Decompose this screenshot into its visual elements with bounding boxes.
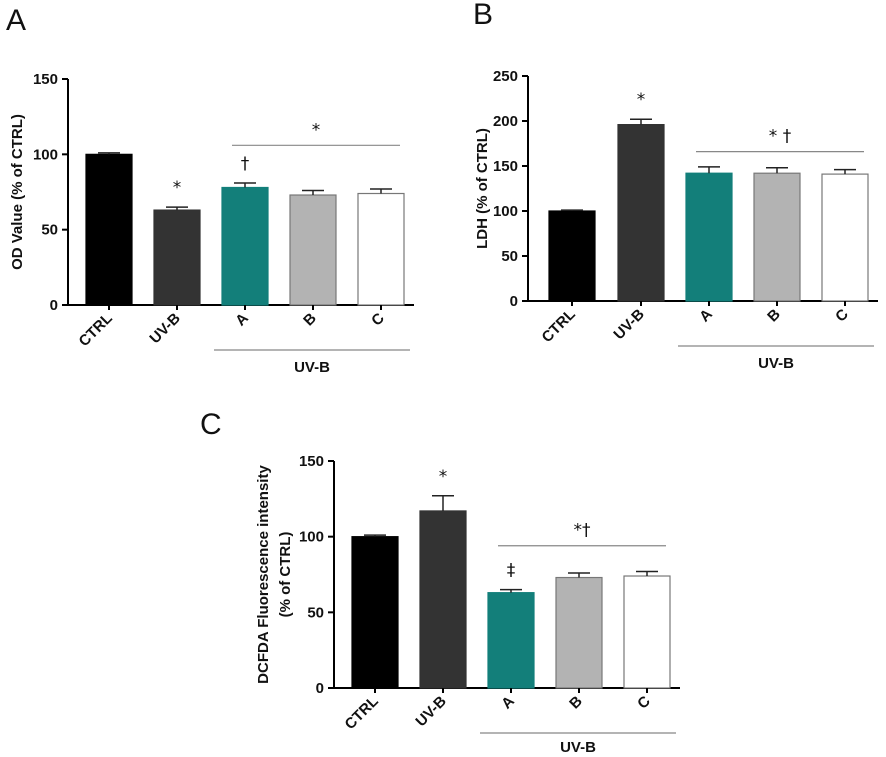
y-tick-label: 0 [50,297,58,314]
x-tick-label: CTRL [76,310,116,350]
x-tick-label: UV-B [610,306,647,343]
group-label: UV-B [758,355,794,372]
x-tick-label: B [300,310,320,330]
bar-b [555,576,603,689]
bar-uv-b [617,123,665,302]
bracket-label: * [312,120,321,140]
x-tick-label: UV-B [146,310,183,347]
y-axis-label: LDH (% of CTRL) [474,128,491,249]
bar-a [221,186,269,306]
y-tick-label: 0 [316,680,324,697]
bar-c [821,173,869,302]
bracket-label: *† [574,521,592,541]
panel-C: C 0 50 100 150 DCFDA Fluorescence intensity (%… [200,408,680,756]
bar-ctrl [85,153,133,306]
x-tick-label: B [764,306,784,326]
x-tick-label: UV-B [412,693,449,730]
x-tick-label: B [566,693,586,713]
y-tick-label: 100 [33,146,58,163]
panel-B: B 0 50 100 150 200 250 LDH (% of CTRL) CTRL * UV-B… [473,0,878,372]
x-tick-label: A [232,310,252,330]
y-tick-label: 100 [299,529,324,546]
bar-a [685,172,733,302]
panel-letter: C [200,408,222,441]
significance-marker: * [173,178,182,198]
y-tick-label: 200 [493,113,518,130]
y-tick-label: 50 [307,604,324,621]
y-tick-label: 150 [33,71,58,88]
bar-b [753,172,801,302]
bar-ctrl [351,536,399,689]
x-tick-label: CTRL [342,693,382,733]
significance-marker: † [241,154,250,174]
significance-marker: ‡ [507,561,516,581]
panel-letter: A [6,4,26,37]
x-tick-label: C [368,310,388,330]
bar-ctrl [548,210,596,302]
group-label: UV-B [294,359,330,376]
x-tick-label: C [832,306,852,326]
y-axis-label: OD Value (% of CTRL) [9,114,26,270]
x-tick-label: A [498,693,518,713]
bracket-label: * † [769,127,792,147]
y-tick-label: 150 [493,158,518,175]
bar-uv-b [153,209,201,306]
y-tick-label: 250 [493,68,518,85]
y-axis-label: DCFDA Fluorescence intensity [255,465,272,684]
y-tick-label: 150 [299,453,324,470]
x-tick-label: A [696,306,716,326]
group-label: UV-B [560,739,596,756]
significance-marker: * [637,90,646,110]
y-axis-label-2: (% of CTRL) [277,532,294,618]
bar-b [289,194,337,306]
bar-c [357,192,405,306]
x-tick-label: CTRL [539,306,579,346]
y-tick-label: 50 [41,222,58,239]
panel-A: A 0 50 100 150 OD Value (% of CTRL) CTRL * UV-B †… [6,4,414,376]
bar-uv-b [419,510,467,689]
y-tick-label: 0 [510,293,518,310]
y-tick-label: 100 [493,203,518,220]
x-tick-label: C [634,693,654,713]
significance-marker: * [439,467,448,487]
panel-letter: B [473,0,493,31]
bar-c [623,575,671,689]
y-tick-label: 50 [501,248,518,265]
bar-a [487,592,535,689]
